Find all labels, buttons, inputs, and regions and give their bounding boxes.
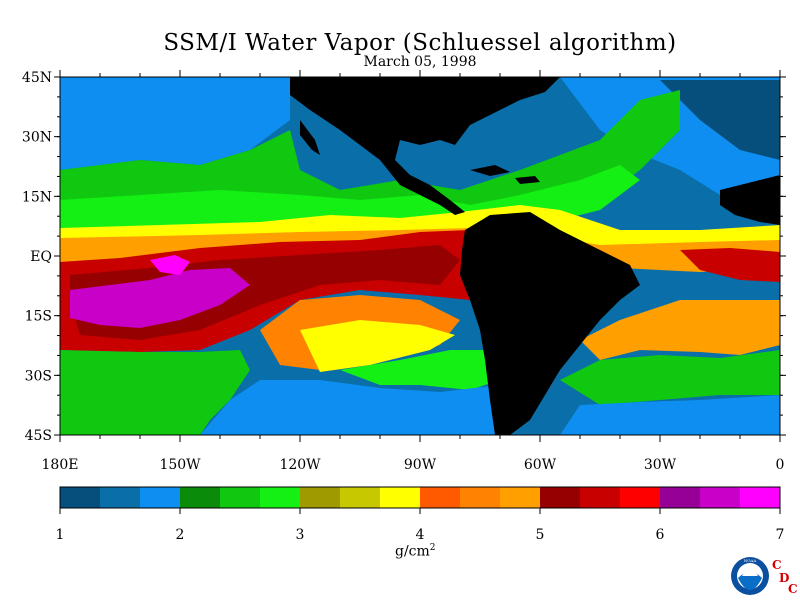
colorbar-label: 1	[56, 527, 65, 543]
south-pacific-dry	[200, 380, 500, 435]
colorbar-swatch	[620, 487, 661, 508]
colorbar-swatch	[140, 487, 181, 508]
water-vapor-field	[60, 77, 780, 435]
colorbar-swatch	[100, 487, 141, 508]
noaa-logo: NOAA	[731, 557, 769, 595]
noaa-logo-text: NOAA	[744, 558, 757, 563]
south-green-belt	[60, 350, 250, 435]
lon-label: 90W	[404, 457, 437, 473]
south-atlantic-dry	[560, 395, 780, 435]
map-date: March 05, 1998	[363, 54, 477, 70]
colorbar-swatch	[740, 487, 781, 508]
south-mid-green	[340, 350, 500, 390]
map-title: SSM/I Water Vapor (Schluessel algorithm)	[163, 30, 677, 56]
lat-label: 30S	[25, 368, 52, 384]
colorbar-swatch	[300, 487, 341, 508]
lon-label: 60W	[524, 457, 557, 473]
baja-peninsula	[300, 120, 320, 155]
colorbar-label: 5	[536, 527, 545, 543]
south-america-land	[460, 212, 640, 435]
atlantic-red-band	[680, 248, 780, 282]
lat-label: 45S	[25, 428, 52, 444]
itcz-magenta-core	[70, 268, 250, 328]
colorbar-swatch	[180, 487, 221, 508]
cdc-letter-3: C	[788, 582, 798, 596]
north-dark-patch	[660, 80, 780, 160]
south-atlantic-green	[560, 350, 780, 405]
colorbar-swatch	[500, 487, 541, 508]
colorbar-swatch	[60, 487, 101, 508]
south-yellow-tongue	[300, 320, 455, 372]
lat-label: EQ	[30, 249, 52, 265]
cdc-letter-2: D	[779, 571, 790, 585]
lon-label: 180E	[42, 457, 79, 473]
north-pacific-dry	[60, 77, 290, 170]
colorbar-swatch	[700, 487, 741, 508]
units-text: g/cm	[395, 543, 430, 560]
itcz-magenta-bright	[150, 255, 190, 275]
lat-label: 15N	[22, 189, 52, 205]
colorbar-label: 4	[416, 527, 425, 543]
latitude-axis: 45N 30N 15N EQ 15S 30S 45S	[22, 70, 786, 444]
colorbar-swatch	[220, 487, 261, 508]
lat-label: 15S	[25, 309, 52, 325]
colorbar-swatch	[580, 487, 621, 508]
lon-label: 30W	[644, 457, 677, 473]
lon-label: 0	[776, 457, 785, 473]
lon-label: 120W	[279, 457, 321, 473]
longitude-axis: 180E 150W 120W 90W 60W 30W 0	[42, 70, 785, 473]
colorbar-swatch	[260, 487, 301, 508]
lon-label: 150W	[159, 457, 201, 473]
colorbar-label: 6	[656, 527, 665, 543]
caribbean-islands	[470, 165, 540, 184]
colorbar-label: 3	[296, 527, 305, 543]
south-atlantic-orange	[580, 300, 780, 360]
units-label: g/cm2	[395, 543, 436, 560]
cdc-logo: C D C	[772, 558, 800, 598]
colorbar: 1 2 3 4 5 6 7	[56, 486, 785, 543]
colorbar-label: 2	[176, 527, 185, 543]
lat-label: 45N	[22, 70, 52, 86]
colorbar-swatch	[540, 487, 581, 508]
colorbar-swatch	[420, 487, 461, 508]
colorbar-swatch	[660, 487, 701, 508]
north-america-land	[290, 77, 560, 215]
colorbar-swatch	[340, 487, 381, 508]
colorbar-label: 7	[776, 527, 785, 543]
lat-label: 30N	[22, 130, 52, 146]
cdc-letter-1: C	[772, 558, 782, 572]
colorbar-swatch	[380, 487, 421, 508]
colorbar-swatch	[460, 487, 501, 508]
africa-land	[720, 175, 780, 225]
units-superscript: 2	[429, 543, 436, 553]
